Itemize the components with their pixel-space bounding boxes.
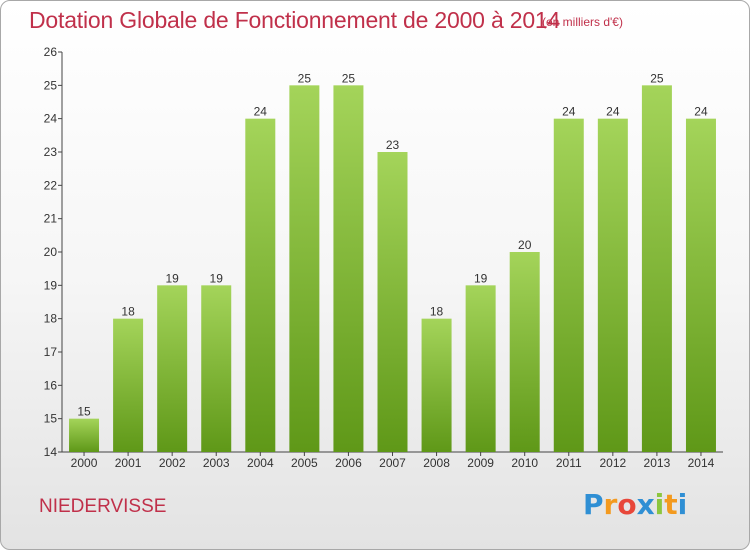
x-tick-label: 2011 — [556, 456, 582, 470]
y-tick-label: 18 — [44, 312, 58, 326]
x-tick-label: 2008 — [423, 456, 450, 470]
x-tick-label: 2001 — [115, 456, 142, 470]
x-tick-label: 2007 — [379, 456, 406, 470]
x-tick-label: 2010 — [511, 456, 538, 470]
x-tick-label: 2002 — [159, 456, 186, 470]
bars — [69, 85, 716, 453]
bar-2009 — [465, 285, 496, 452]
x-tick-label: 2005 — [291, 456, 318, 470]
y-tick-label: 15 — [44, 412, 58, 426]
y-tick-label: 19 — [44, 278, 58, 292]
logo-letter: i — [677, 488, 688, 521]
bar-2004 — [245, 118, 276, 453]
y-tick-label: 20 — [44, 245, 58, 259]
logo-letter: r — [603, 488, 618, 521]
data-label-2003: 19 — [210, 271, 224, 285]
chart-title: Dotation Globale de Fonctionnement de 20… — [29, 7, 561, 33]
bar-2013 — [641, 85, 672, 452]
y-tick-label: 26 — [44, 45, 58, 59]
data-label-2000: 15 — [77, 405, 91, 419]
bar-2001 — [113, 318, 144, 452]
x-axis: 2000 2001 2002 2003 2004 2005 2006 2007 2008 2009… — [62, 451, 723, 470]
bar-2006 — [333, 85, 364, 452]
commune-name: NIEDERVISSE — [39, 496, 167, 517]
logo-letter: i — [654, 488, 665, 521]
data-labels: 15 18 19 19 24 25 25 23 18 19 20 24 24 25 24 — [77, 71, 708, 418]
bar-2002 — [157, 285, 188, 452]
x-tick-label: 2012 — [599, 456, 626, 470]
data-label-2014: 24 — [694, 105, 708, 119]
x-tick-label: 2006 — [335, 456, 362, 470]
y-tick-label: 14 — [44, 445, 58, 459]
data-label-2006: 25 — [342, 71, 356, 85]
data-label-2013: 25 — [650, 71, 664, 85]
y-tick-label: 23 — [44, 145, 58, 159]
x-tick-label: 2003 — [203, 456, 230, 470]
data-label-2007: 23 — [386, 138, 400, 152]
y-tick-label: 21 — [44, 212, 58, 226]
x-tick-label: 2004 — [247, 456, 274, 470]
x-tick-label: 2000 — [71, 456, 98, 470]
y-tick-label: 17 — [44, 345, 58, 359]
bar-2008 — [421, 318, 452, 452]
data-label-2005: 25 — [298, 71, 312, 85]
bar-2005 — [289, 85, 320, 452]
y-tick-label: 24 — [44, 112, 58, 126]
x-tick-label: 2014 — [688, 456, 715, 470]
data-label-2012: 24 — [606, 105, 620, 119]
bar-2003 — [201, 285, 232, 452]
bar-2000 — [69, 418, 100, 452]
bar-2007 — [377, 152, 408, 452]
bar-2014 — [685, 118, 716, 453]
logo-letter: t — [664, 488, 678, 521]
proxiti-logo[interactable]: Proxiti — [583, 488, 687, 521]
data-label-2008: 18 — [430, 305, 444, 319]
data-label-2001: 18 — [121, 305, 135, 319]
chart-subtitle: (en milliers d'€) — [542, 15, 623, 29]
y-tick-label: 16 — [44, 378, 58, 392]
logo-letter: o — [617, 488, 637, 521]
data-label-2011: 24 — [562, 105, 576, 119]
bar-2010 — [509, 252, 540, 452]
bar-2012 — [597, 118, 628, 453]
data-label-2010: 20 — [518, 238, 532, 252]
data-label-2009: 19 — [474, 271, 488, 285]
data-label-2004: 24 — [254, 105, 268, 119]
y-tick-label: 25 — [44, 78, 58, 92]
x-tick-label: 2013 — [644, 456, 671, 470]
x-tick-label: 2009 — [467, 456, 494, 470]
y-axis: 14 15 16 17 18 19 20 21 22 23 24 25 26 — [44, 45, 63, 459]
logo-letter: x — [636, 488, 655, 521]
y-tick-label: 22 — [44, 178, 58, 192]
logo-letter: P — [583, 488, 604, 521]
bar-2011 — [553, 118, 584, 453]
data-label-2002: 19 — [165, 271, 179, 285]
